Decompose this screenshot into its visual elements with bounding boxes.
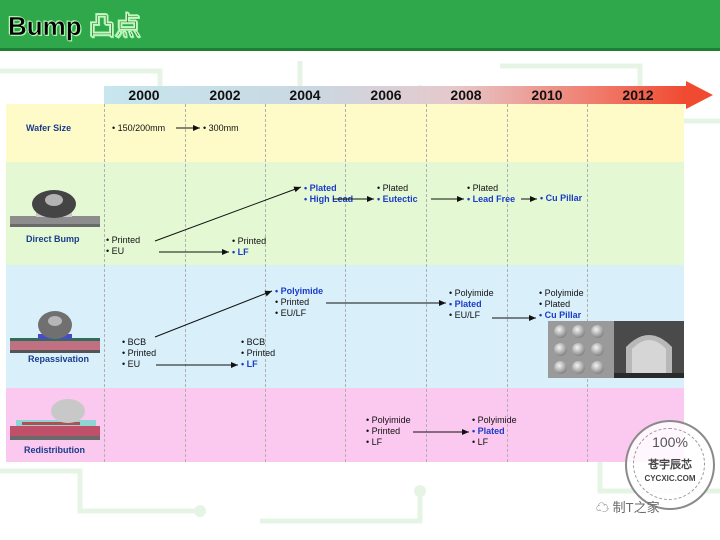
divider-2004	[265, 104, 266, 462]
repass-bcb-2000: • BCB	[122, 337, 147, 347]
direct-plated-2006: • Plated	[377, 183, 409, 193]
direct-leadfree-2008: • Lead Free	[467, 194, 516, 204]
divider-2008	[426, 104, 427, 462]
watermark-stamp: 100% 苍宇辰芯 CYCXIC.COM	[625, 420, 715, 510]
wechat-icon: ☁	[596, 500, 610, 515]
repass-cupillar-2010: • Cu Pillar	[539, 310, 582, 320]
redist-plated-2008: • Plated	[472, 426, 505, 436]
divider-2000	[104, 104, 105, 462]
redistribution-icon	[10, 399, 100, 440]
repass-bcb-2002: • BCB	[241, 337, 266, 347]
row-label-redistribution: Redistribution	[24, 445, 85, 455]
header-bar	[0, 0, 720, 48]
timeline-arrow-icon	[686, 81, 713, 109]
year-label: 2002	[209, 87, 241, 103]
stamp-url: CYCXIC.COM	[644, 474, 696, 483]
watermark-text: ☁ 制T之家	[596, 497, 660, 516]
direct-plated-2008: • Plated	[467, 183, 499, 193]
row-label-wafer-size: Wafer Size	[26, 123, 72, 133]
wafer-300: • 300mm	[203, 123, 239, 133]
direct-eu-2000: • EU	[106, 246, 125, 256]
repass-plated-2010: • Plated	[539, 299, 571, 309]
header-divider	[0, 48, 720, 51]
repass-eu-2000: • EU	[122, 359, 141, 369]
divider-2010	[507, 104, 508, 462]
direct-bump-icon	[10, 190, 100, 227]
cu-pillar-array-photo	[548, 321, 614, 378]
direct-printed-2000: • Printed	[106, 235, 141, 245]
year-label: 2010	[531, 87, 563, 103]
watermark-label: 制T之家	[612, 500, 660, 515]
direct-cupillar-2010: • Cu Pillar	[540, 193, 583, 203]
repass-polyimide-2008: • Polyimide	[449, 288, 494, 298]
redist-printed-2006: • Printed	[366, 426, 401, 436]
stamp-percent: 100%	[652, 434, 688, 450]
repass-eulf-2004: • EU/LF	[275, 308, 307, 318]
repass-polyimide-2004: • Polyimide	[275, 286, 324, 296]
repass-printed-2000: • Printed	[122, 348, 157, 358]
repass-plated-2008: • Plated	[449, 299, 482, 309]
redist-lf-2008: • LF	[472, 437, 489, 447]
page-title: Bump 凸点	[8, 11, 141, 42]
repass-polyimide-2010: • Polyimide	[539, 288, 584, 298]
direct-highlead-2004: • High Lead	[304, 194, 354, 204]
year-label: 2008	[450, 87, 482, 103]
repass-printed-2002: • Printed	[241, 348, 276, 358]
year-label: 2012	[622, 87, 654, 103]
wafer-150-200: • 150/200mm	[112, 123, 166, 133]
year-label: 2006	[370, 87, 402, 103]
direct-plated-2004: • Plated	[304, 183, 337, 193]
row-label-repassivation: Repassivation	[28, 354, 90, 364]
year-label: 2000	[128, 87, 160, 103]
direct-eutectic-2006: • Eutectic	[377, 194, 418, 204]
repass-printed-2004: • Printed	[275, 297, 310, 307]
direct-printed-2002: • Printed	[232, 236, 267, 246]
redist-polyimide-2008: • Polyimide	[472, 415, 517, 425]
timeline-bar	[104, 86, 686, 104]
divider-2002	[185, 104, 186, 462]
redist-polyimide-2006: • Polyimide	[366, 415, 411, 425]
row-label-direct-bump: Direct Bump	[26, 234, 80, 244]
divider-2012	[587, 104, 588, 462]
repassivation-icon	[10, 311, 100, 353]
cu-pillar-closeup-photo	[614, 321, 684, 378]
divider-2006	[345, 104, 346, 462]
repass-lf-2002: • LF	[241, 359, 258, 369]
stamp-chinese: 苍宇辰芯	[648, 459, 692, 471]
redist-lf-2006: • LF	[366, 437, 383, 447]
repass-eulf-2008: • EU/LF	[449, 310, 481, 320]
year-label: 2004	[289, 87, 321, 103]
direct-lf-2002: • LF	[232, 247, 249, 257]
